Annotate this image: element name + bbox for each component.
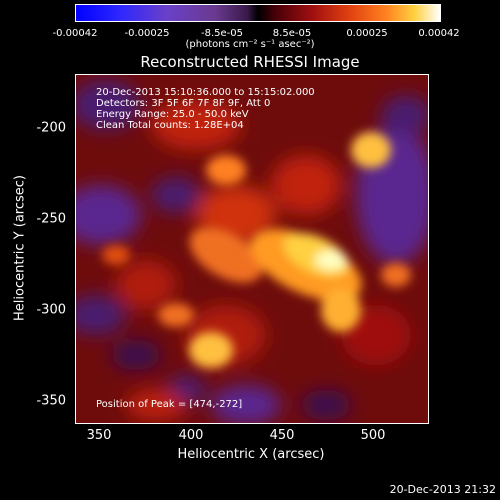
colorbar-tick: 0.00025 [346,28,388,39]
x-tick-label: 500 [360,428,386,443]
peak-position-label: Position of Peak = [474,-272] [96,399,243,410]
x-tick-label: 350 [86,428,112,443]
colorbar-tick: -0.00042 [52,28,98,39]
rhessi-image-map [76,75,428,423]
time-range-label: 20-Dec-2013 15:10:36.000 to 15:15:02.000 [96,87,315,98]
energy-range-label: Energy Range: 25.0 - 50.0 keV [96,109,249,120]
x-tick-label: 400 [178,428,204,443]
rhessi-image: 20-Dec-2013 15:10:36.000 to 15:15:02.000… [75,74,429,424]
colorbar-tick: -0.00025 [124,28,170,39]
y-tick-label: -300 [36,302,66,318]
colorbar-units: (photons cm⁻² s⁻¹ asec⁻²) [185,39,315,50]
colorbar-tick: 8.5e-05 [272,28,312,39]
timestamp: 20-Dec-2013 21:32 [389,483,496,496]
y-axis-label: Heliocentric Y (arcsec) [12,175,28,321]
y-tick-label: -350 [36,393,66,409]
colorbar [75,4,441,22]
x-tick-label: 450 [269,428,295,443]
colorbar-tick: 0.00042 [418,28,460,39]
y-tick-label: -250 [36,211,66,227]
x-axis-label: Heliocentric X (arcsec) [177,447,325,462]
y-tick-label: -200 [36,120,66,136]
detectors-label: Detectors: 3F 5F 6F 7F 8F 9F, Att 0 [96,98,271,109]
clean-counts-label: Clean Total counts: 1.28E+04 [96,120,244,131]
image-title: Reconstructed RHESSI Image [140,53,360,71]
colorbar-tick: -8.5e-05 [201,28,243,39]
